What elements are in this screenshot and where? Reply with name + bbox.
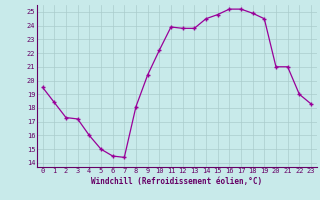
X-axis label: Windchill (Refroidissement éolien,°C): Windchill (Refroidissement éolien,°C) [91,177,262,186]
